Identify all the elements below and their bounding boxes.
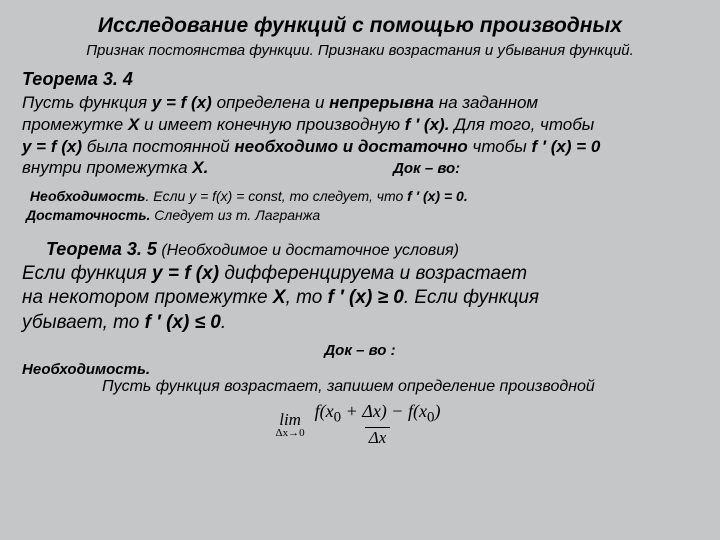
proof-34-body: Необходимость. Если y = f(x) = const, то… bbox=[26, 187, 698, 225]
necessity-label: Необходимость. bbox=[22, 361, 698, 378]
proof-35-label: Док – во : bbox=[22, 342, 698, 359]
theorem-34-label: Теорема 3. 4 bbox=[22, 69, 698, 90]
necessity-text: Пусть функция возрастает, запишем опреде… bbox=[102, 378, 698, 396]
theorem-35-body: Если функция y = f (x) дифференцируема и… bbox=[22, 262, 698, 336]
page-title: Исследование функций с помощью производн… bbox=[22, 14, 698, 38]
derivative-formula: lim Δx→0 f(x0 + Δx) − f(x0) Δx bbox=[22, 402, 698, 448]
proof-34-label: Док – во: bbox=[393, 159, 460, 178]
theorem-34-body: Пусть функция y = f (x) определена и неп… bbox=[22, 92, 698, 179]
theorem-35-header: Теорема 3. 5 (Необходимое и достаточное … bbox=[46, 239, 698, 260]
page-subtitle: Признак постоянства функции. Признаки во… bbox=[22, 42, 698, 59]
